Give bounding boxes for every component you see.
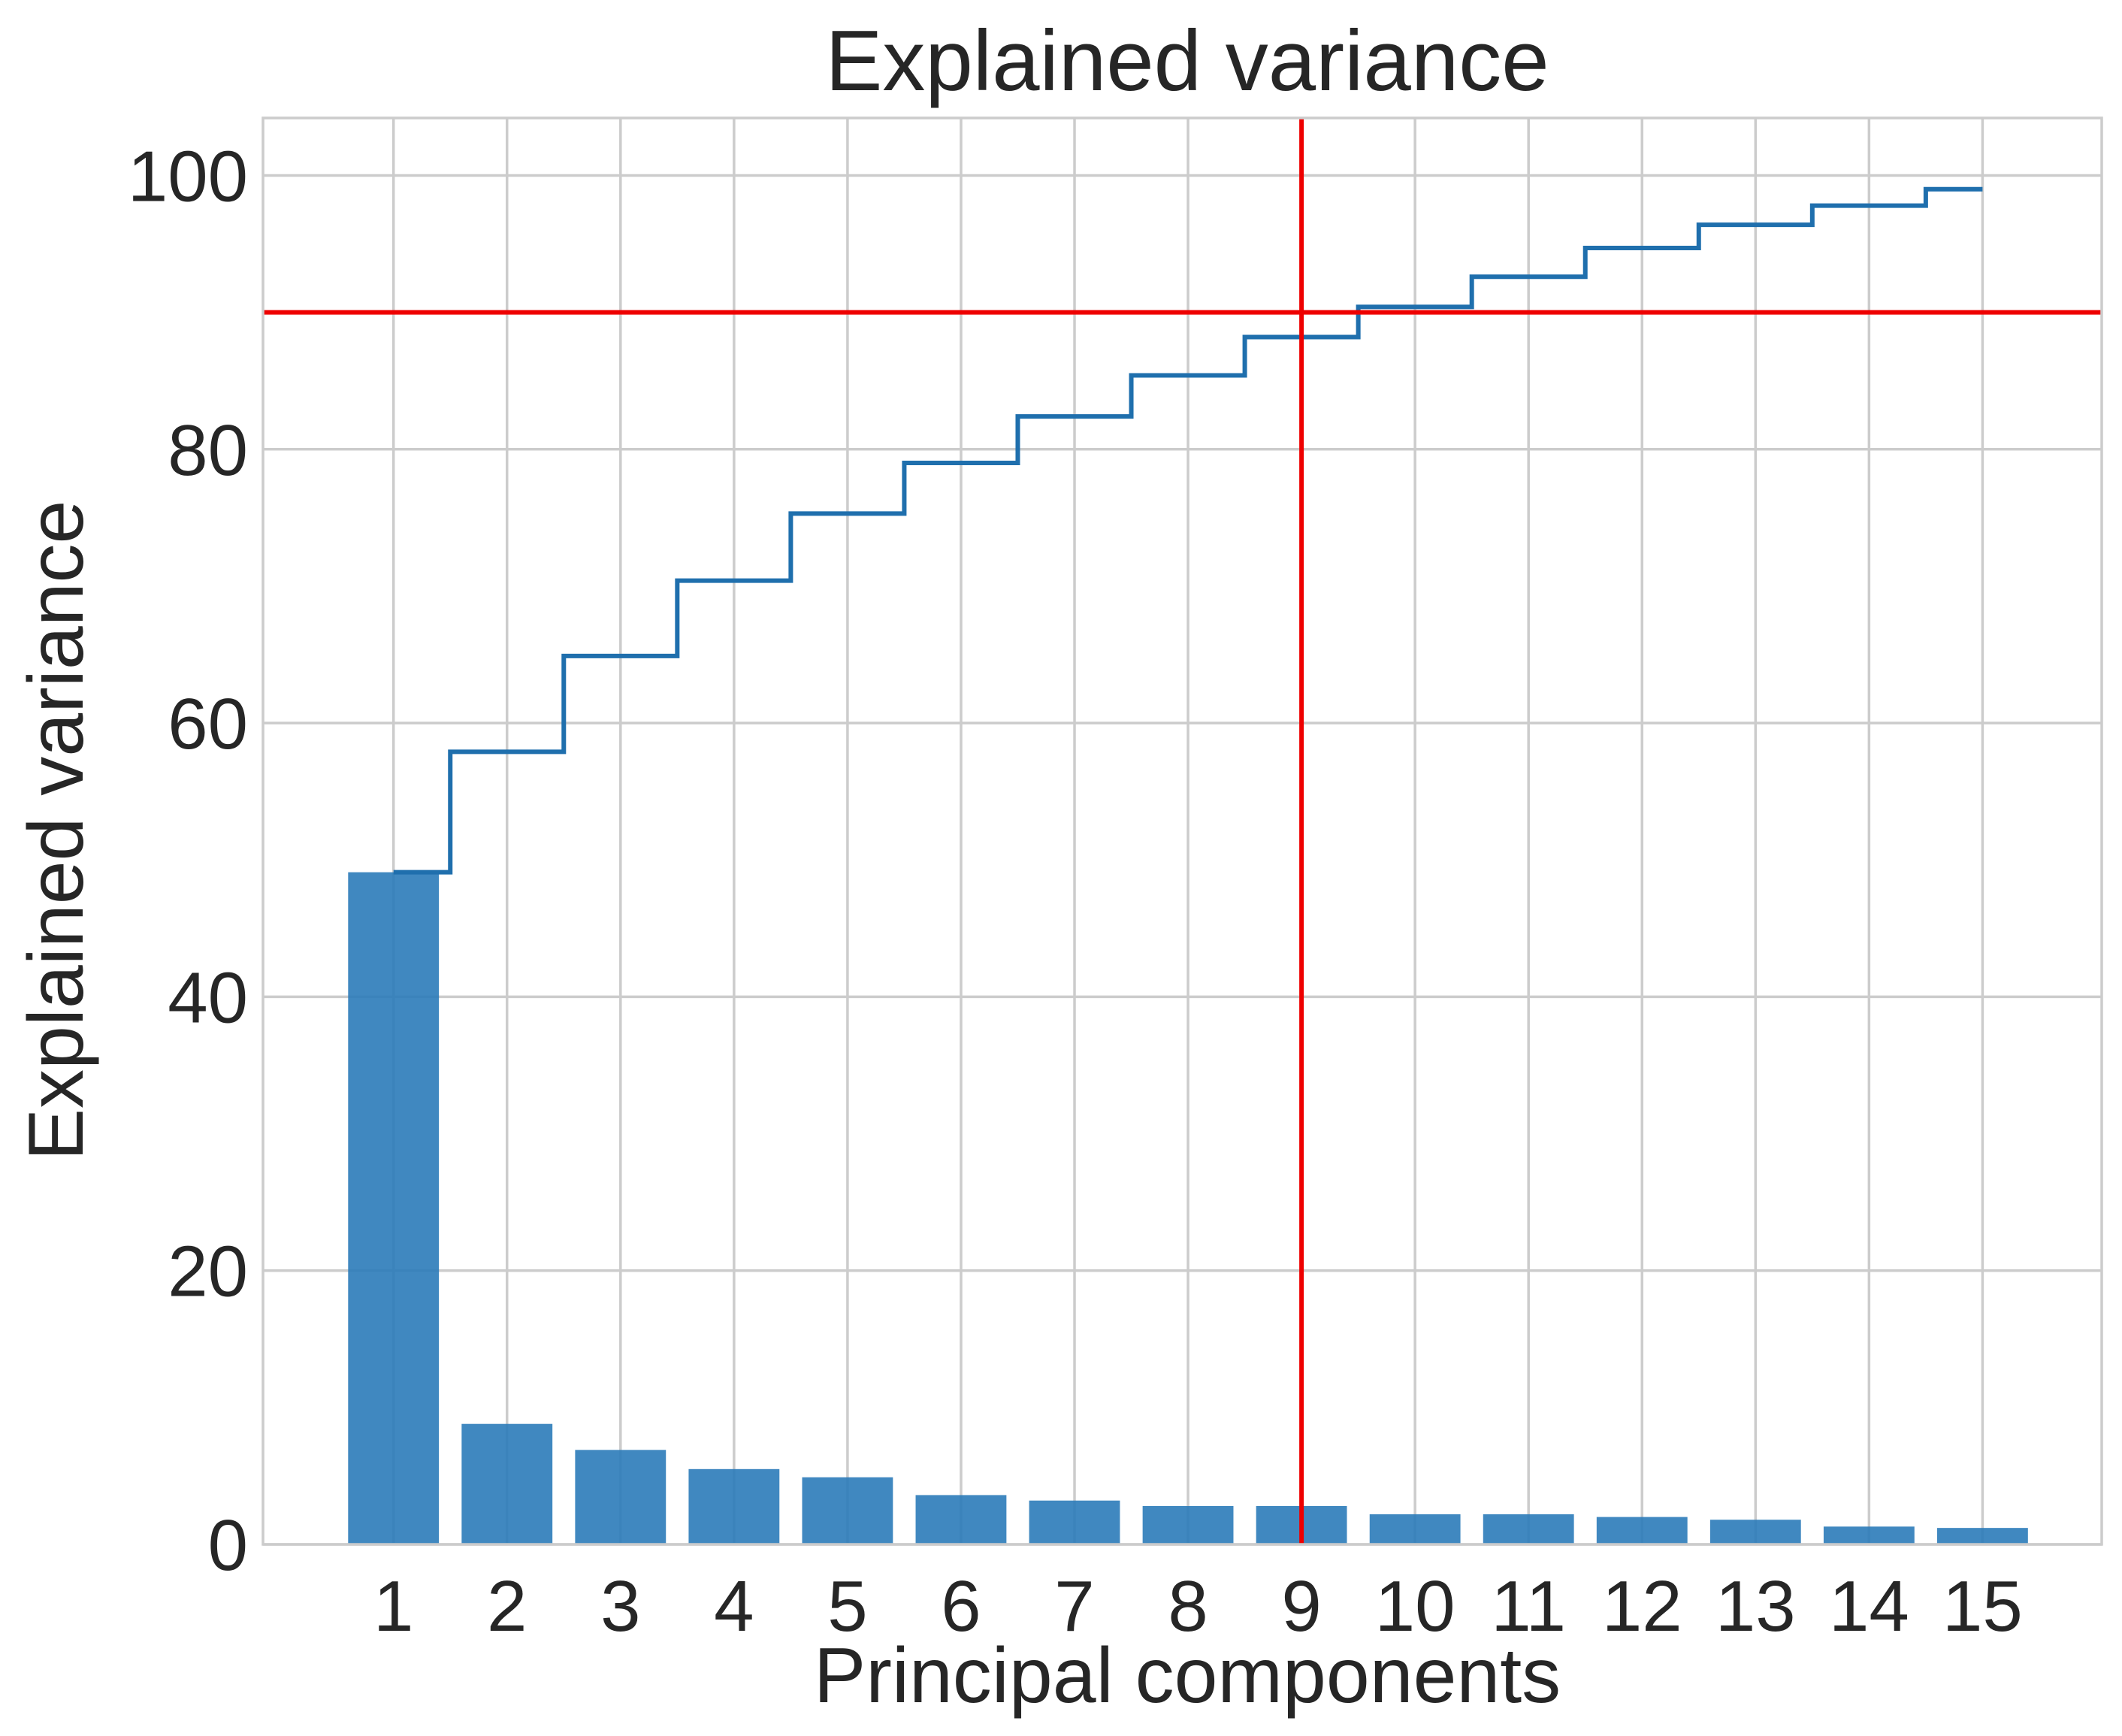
x-tick-label: 9 [1281,1566,1321,1647]
x-tick-label: 4 [714,1566,754,1647]
x-tick-label: 1 [373,1566,413,1647]
cumulative-step-path [393,186,1983,875]
cumulative-step-line [393,186,1983,875]
bars [348,872,2028,1544]
grid [263,118,2102,1546]
bar [802,1477,893,1544]
x-tick-labels: 1 2 3 4 5 6 7 8 9 10 11 12 13 14 15 [373,1566,2023,1647]
x-tick-label: 3 [600,1566,640,1647]
chart-title: Explained variance [825,14,1549,109]
plot-frame [261,116,2103,1546]
bar [1483,1514,1574,1544]
bar [348,872,440,1544]
x-axis-label: Principal components [814,1632,1561,1719]
x-tick-label: 11 [1491,1566,1566,1647]
y-tick-label: 60 [168,684,248,764]
y-axis-label: Explained variance [13,501,100,1161]
bar [1142,1505,1234,1544]
y-tick-label: 40 [168,957,248,1038]
reference-lines [263,118,2102,1544]
y-tick-labels: 0 20 40 60 80 100 [128,137,248,1586]
x-tick-label: 12 [1602,1566,1682,1647]
bar [915,1495,1007,1544]
bar [575,1450,667,1544]
x-tick-label: 10 [1375,1566,1455,1647]
bar [1369,1514,1461,1544]
bar [1823,1526,1915,1544]
bar [1596,1517,1688,1544]
x-tick-label: 8 [1168,1566,1208,1647]
x-tick-label: 15 [1942,1566,2023,1647]
x-tick-label: 6 [941,1566,981,1647]
x-tick-label: 2 [487,1566,527,1647]
y-tick-label: 0 [208,1505,248,1586]
x-tick-label: 14 [1829,1566,1909,1647]
bar [1709,1520,1801,1544]
x-tick-label: 7 [1054,1566,1094,1647]
y-tick-label: 20 [168,1232,248,1312]
bar [1029,1500,1120,1544]
x-tick-label: 13 [1715,1566,1796,1647]
bar [688,1468,780,1544]
y-tick-label: 100 [128,137,248,217]
bar [1936,1528,2028,1544]
x-tick-label: 5 [827,1566,867,1647]
y-tick-label: 80 [168,410,248,491]
bar [461,1423,553,1544]
